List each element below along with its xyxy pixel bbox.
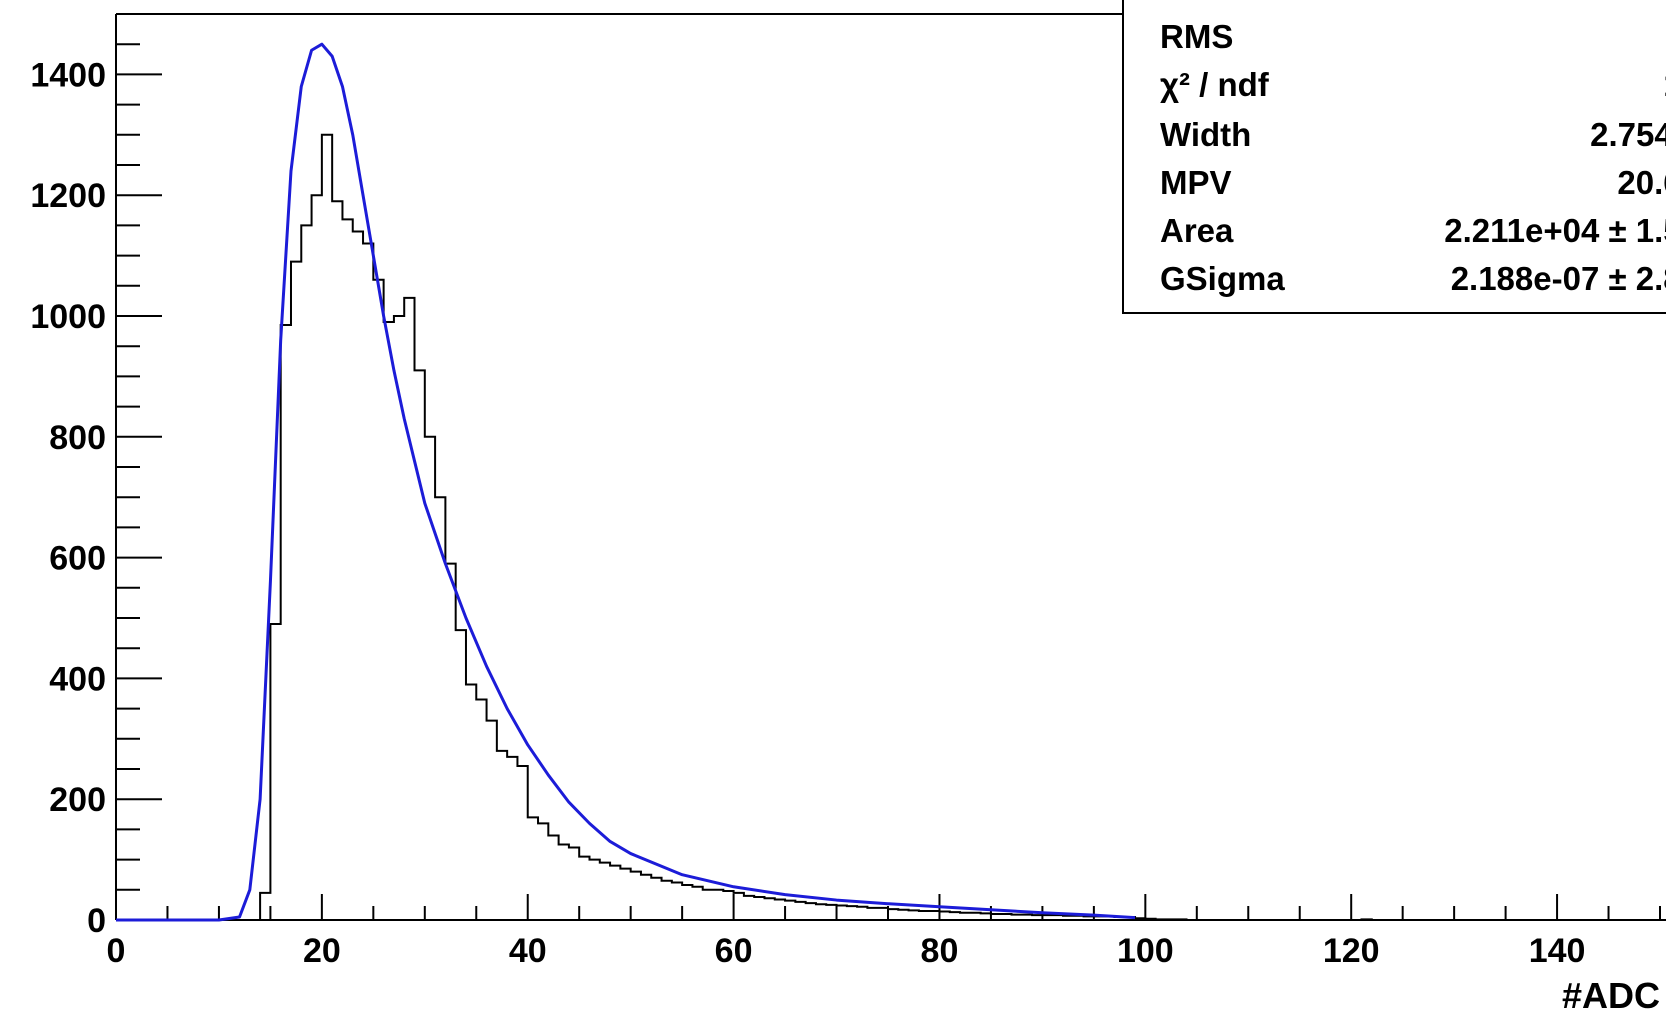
x-tick-label: 0 bbox=[107, 932, 126, 970]
stats-label: MPV bbox=[1160, 164, 1232, 201]
x-axis-title: #ADC bbox=[1562, 975, 1660, 1016]
histogram-series bbox=[116, 133, 1660, 921]
y-tick-label: 800 bbox=[49, 419, 106, 457]
stats-row-area: Area 2.211e+04 ± 1.52 bbox=[1160, 212, 1666, 260]
x-tick-label: 20 bbox=[303, 932, 341, 970]
stats-label: RMS bbox=[1160, 18, 1234, 55]
x-tick-label: 100 bbox=[1117, 932, 1174, 970]
x-tick-label: 80 bbox=[921, 932, 959, 970]
stats-row-gsigma: GSigma 2.188e-07 ± 2.86 bbox=[1160, 260, 1666, 308]
stats-value: 2.188e-07 ± 2.86 bbox=[1450, 260, 1666, 297]
stats-row-mpv: MPV 20.63 bbox=[1160, 164, 1666, 212]
x-tick-label: 60 bbox=[715, 932, 753, 970]
x-tick-label: 140 bbox=[1529, 932, 1586, 970]
y-tick-label: 0 bbox=[87, 902, 106, 940]
y-tick-label: 1000 bbox=[30, 298, 106, 336]
x-tick-label: 120 bbox=[1323, 932, 1380, 970]
stats-row-width: Width 2.754 ± bbox=[1160, 116, 1666, 164]
x-axis: 0 20 40 60 80 100 120 140 bbox=[107, 894, 1661, 970]
stats-label: Area bbox=[1160, 212, 1234, 249]
stats-value: 20.63 bbox=[1617, 164, 1666, 201]
y-tick-label: 400 bbox=[49, 660, 106, 698]
stats-label: GSigma bbox=[1160, 260, 1285, 297]
stats-label: Width bbox=[1160, 116, 1252, 153]
stats-value: 2.211e+04 ± 1.52 bbox=[1444, 212, 1666, 249]
y-tick-label: 200 bbox=[49, 781, 106, 819]
stats-box: RMS χ² / ndf 18 Width 2.754 ± MPV 20.63 … bbox=[1122, 0, 1666, 314]
fit-curve-series bbox=[116, 42, 1136, 922]
stats-row-chi2-ndf: χ² / ndf 18 bbox=[1160, 66, 1666, 114]
y-axis: 0 200 400 600 800 1000 1200 1400 bbox=[30, 13, 162, 940]
y-tick-label: 1400 bbox=[30, 56, 106, 94]
x-tick-label: 40 bbox=[509, 932, 547, 970]
stats-value: 18 bbox=[1663, 66, 1666, 104]
y-tick-label: 600 bbox=[49, 540, 106, 578]
stats-label: χ² / ndf bbox=[1160, 66, 1269, 103]
y-tick-label: 1200 bbox=[30, 177, 106, 215]
stats-row-rms: RMS bbox=[1160, 18, 1666, 66]
histogram-step-line bbox=[116, 133, 1660, 921]
stats-value: 2.754 ± bbox=[1590, 116, 1666, 153]
fit-curve-line bbox=[116, 42, 1136, 922]
